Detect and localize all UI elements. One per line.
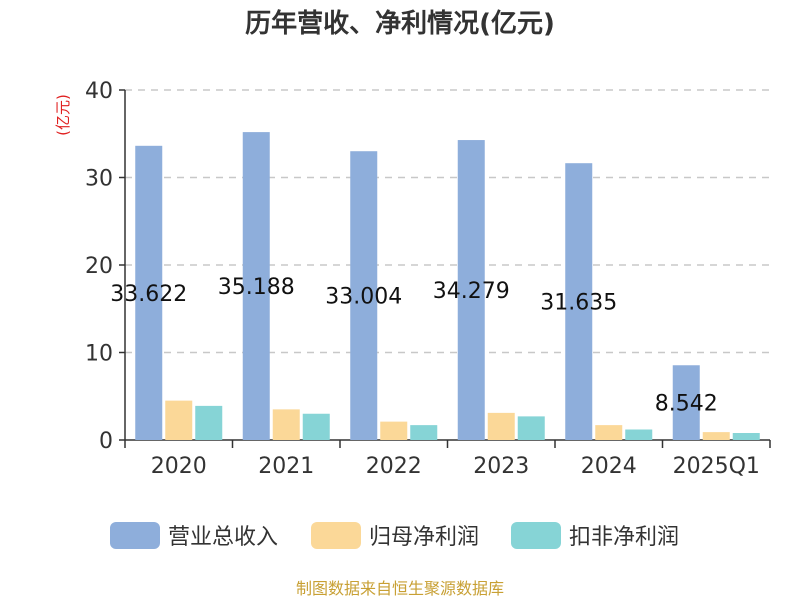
x-tick-label: 2021 [258,454,314,479]
x-tick-label: 2020 [151,454,207,479]
bar-1-2021 [242,132,270,441]
legend-label: 归母净利润 [369,525,479,550]
source-note: 制图数据来自恒生聚源数据库 [295,579,504,598]
legend-swatch [311,522,361,549]
data-label: 33.004 [325,285,402,310]
chart-title: 历年营收、净利情况(亿元) [245,9,555,39]
bar-3-2022 [410,425,438,440]
y-tick-label: 30 [85,167,113,192]
x-tick-label: 2025Q1 [673,454,760,479]
data-label: 33.622 [110,282,187,307]
bar-3-2020 [195,405,223,440]
data-label: 34.279 [433,279,510,304]
bar-3-2023 [517,416,545,440]
y-tick-label: 0 [99,429,113,454]
bar-3-2025Q1 [732,433,760,440]
bar-1-2023 [457,140,485,440]
legend-label: 营业总收入 [168,525,278,550]
data-label: 8.542 [655,392,718,417]
bar-1-2022 [350,151,378,440]
legend-swatch [110,522,160,549]
x-tick-label: 2023 [473,454,529,479]
data-label: 35.188 [218,275,295,300]
x-tick-label: 2022 [366,454,422,479]
y-tick-label: 40 [85,79,113,104]
bar-2-2022 [380,421,408,440]
bar-2-2020 [165,400,193,440]
bar-2-2021 [272,409,300,440]
x-tick-label: 2024 [581,454,637,479]
bar-2-2023 [487,412,515,440]
bar-2-2025Q1 [702,432,730,440]
legend-label: 扣非净利润 [569,525,679,550]
bar-1-2024 [565,163,593,440]
bar-1-2025Q1 [672,365,700,440]
y-tick-label: 20 [85,254,113,279]
bar-3-2024 [625,429,653,440]
y-tick-label: 10 [85,342,113,367]
bar-2-2024 [595,425,623,440]
bar-1-2020 [135,145,163,440]
legend-swatch [511,522,561,549]
data-label: 31.635 [540,291,617,316]
y-axis-label: (亿元) [54,94,72,136]
bar-3-2021 [302,413,330,440]
